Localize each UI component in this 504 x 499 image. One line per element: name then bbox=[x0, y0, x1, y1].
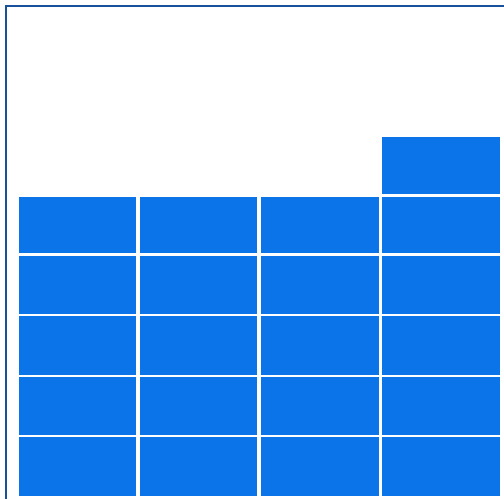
block-col3-row2 bbox=[261, 377, 379, 435]
block-col2-row1 bbox=[140, 437, 257, 496]
block-col1-row3 bbox=[19, 316, 136, 375]
block-col2-row5 bbox=[140, 197, 257, 253]
block-col2-row4 bbox=[140, 256, 257, 314]
block-col3-row3 bbox=[261, 316, 379, 375]
block-col1-row4 bbox=[19, 256, 136, 314]
block-col4-row5 bbox=[382, 197, 500, 253]
block-col4-row2 bbox=[382, 377, 500, 435]
block-col1-row1 bbox=[19, 437, 136, 496]
block-col3-row1 bbox=[261, 437, 379, 496]
block-col2-row2 bbox=[140, 377, 257, 435]
block-col4-row6 bbox=[382, 137, 500, 194]
block-col3-row4 bbox=[261, 256, 379, 314]
block-col3-row5 bbox=[261, 197, 379, 253]
block-col1-row5 bbox=[19, 197, 136, 253]
block-col2-row3 bbox=[140, 316, 257, 375]
block-col1-row2 bbox=[19, 377, 136, 435]
block-col4-row4 bbox=[382, 256, 500, 314]
block-col4-row1 bbox=[382, 437, 500, 496]
block-col4-row3 bbox=[382, 316, 500, 375]
